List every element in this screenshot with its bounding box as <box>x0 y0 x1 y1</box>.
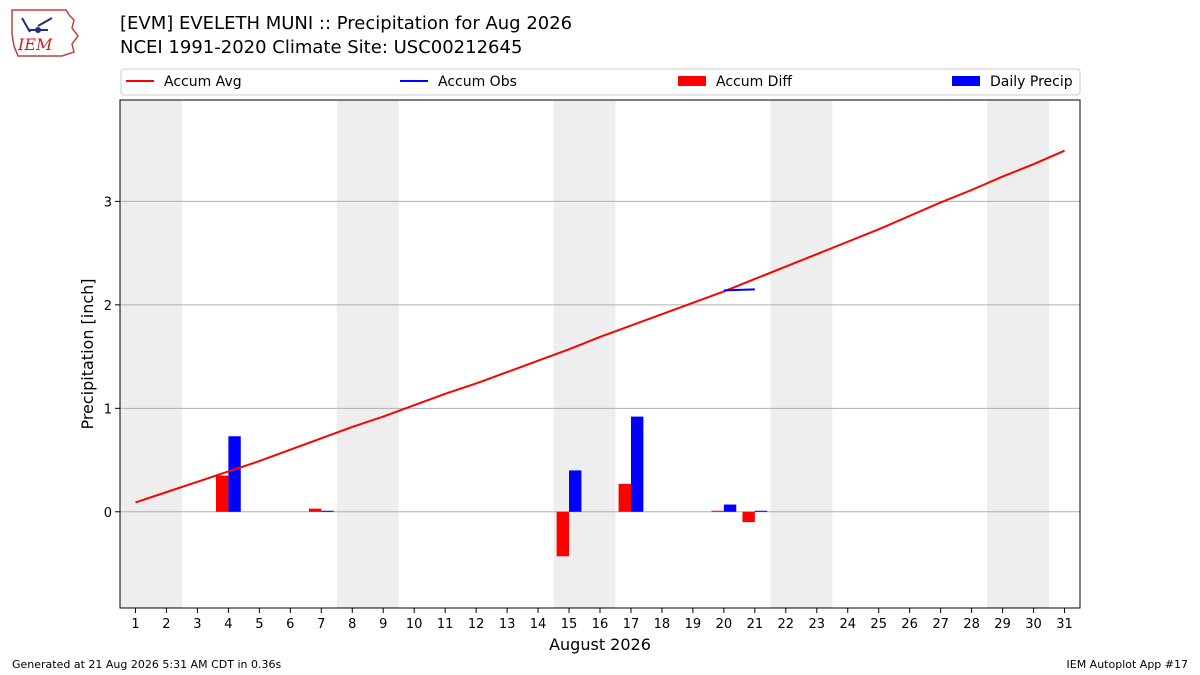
chart-subtitle: NCEI 1991-2020 Climate Site: USC00212645 <box>120 37 523 58</box>
x-tick-label: 24 <box>839 617 856 632</box>
x-tick-label: 29 <box>994 617 1011 632</box>
accum-avg-line <box>135 149 1065 504</box>
x-axis-label: August 2026 <box>549 635 651 654</box>
x-tick-label: 13 <box>499 617 516 632</box>
daily-precip-bar <box>228 436 241 512</box>
y-tick-label: 0 <box>104 506 112 521</box>
y-axis-label: Precipitation [inch] <box>78 278 97 429</box>
x-tick-label: 7 <box>317 617 325 632</box>
legend-label: Accum Obs <box>438 74 517 90</box>
x-tick-label: 16 <box>592 617 609 632</box>
x-tick-label: 21 <box>747 617 764 632</box>
weekend-shade <box>770 100 833 608</box>
accum-diff-bar <box>711 510 724 512</box>
accum-obs-line <box>723 288 755 292</box>
daily-precip-bar <box>723 504 737 512</box>
legend-patch-swatch <box>952 76 980 86</box>
x-tick-label: 10 <box>406 617 423 632</box>
x-tick-label: 23 <box>809 617 826 632</box>
x-tick-label: 1 <box>131 617 139 632</box>
x-tick-label: 25 <box>870 617 887 632</box>
x-tick-label: 22 <box>778 617 795 632</box>
x-tick-label: 28 <box>963 617 980 632</box>
x-tick-label: 27 <box>932 617 949 632</box>
accum-diff-bar <box>618 483 631 512</box>
x-tick-label: 5 <box>255 617 263 632</box>
accum-diff-bar <box>216 475 229 512</box>
y-tick-label: 2 <box>104 299 112 314</box>
app-label: IEM Autoplot App #17 <box>1066 658 1189 671</box>
x-tick-label: 14 <box>530 617 547 632</box>
x-tick-label: 15 <box>561 617 578 632</box>
x-tick-label: 11 <box>437 617 454 632</box>
legend-label: Daily Precip <box>990 74 1073 90</box>
x-tick-label: 3 <box>193 617 201 632</box>
x-tick-label: 6 <box>286 617 294 632</box>
y-tick-label: 1 <box>104 402 112 417</box>
legend-box <box>120 68 1081 96</box>
x-tick-label: 26 <box>901 617 918 632</box>
daily-precip-bar <box>754 510 768 512</box>
iem-logo: IEM <box>8 6 80 62</box>
y-tick-label: 3 <box>104 195 112 210</box>
daily-precip-bar <box>321 510 334 512</box>
daily-precip-bar <box>569 470 582 512</box>
x-tick-label: 12 <box>468 617 485 632</box>
x-tick-label: 30 <box>1025 617 1042 632</box>
legend-label: Accum Avg <box>164 74 242 90</box>
x-tick-label: 4 <box>224 617 232 632</box>
x-tick-label: 17 <box>623 617 640 632</box>
weekend-shade <box>336 100 399 608</box>
accum-diff-bar <box>742 511 755 523</box>
x-tick-label: 31 <box>1056 617 1073 632</box>
chart-title: [EVM] EVELETH MUNI :: Precipitation for … <box>120 13 573 34</box>
daily-precip-bar <box>630 416 644 512</box>
weekend-shade <box>120 100 182 608</box>
x-tick-label: 9 <box>379 617 387 632</box>
x-tick-label: 20 <box>716 617 733 632</box>
generated-note: Generated at 21 Aug 2026 5:31 AM CDT in … <box>12 658 282 671</box>
accum-diff-bar <box>308 508 322 512</box>
accum-diff-bar <box>556 511 570 557</box>
x-tick-label: 8 <box>348 617 356 632</box>
legend-label: Accum Diff <box>716 74 792 90</box>
logo-text: IEM <box>17 35 53 54</box>
x-tick-label: 18 <box>654 617 671 632</box>
legend-patch-swatch <box>678 76 706 86</box>
x-tick-label: 19 <box>685 617 702 632</box>
weekend-shade <box>987 100 1050 608</box>
x-tick-label: 2 <box>162 617 170 632</box>
